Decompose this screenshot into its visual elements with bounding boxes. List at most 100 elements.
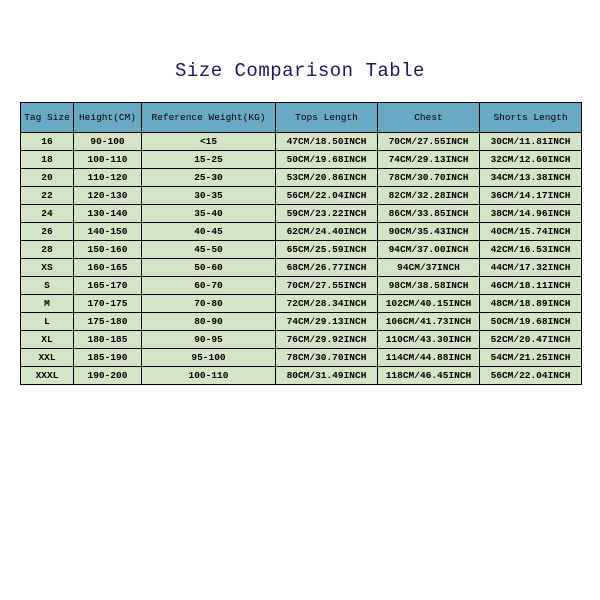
cell-tops_length: 72CM/28.34INCH: [276, 295, 378, 313]
cell-tops_length: 59CM/23.22INCH: [276, 205, 378, 223]
cell-shorts_length: 44CM/17.32INCH: [480, 259, 582, 277]
table-row: 24130-14035-4059CM/23.22INCH86CM/33.85IN…: [21, 205, 582, 223]
cell-ref_weight: 45-50: [142, 241, 276, 259]
cell-chest: 114CM/44.88INCH: [378, 349, 480, 367]
table-row: L175-18080-9074CM/29.13INCH106CM/41.73IN…: [21, 313, 582, 331]
cell-tag_size: L: [21, 313, 74, 331]
cell-tag_size: 24: [21, 205, 74, 223]
cell-ref_weight: 35-40: [142, 205, 276, 223]
col-header-chest: Chest: [378, 103, 480, 133]
cell-height: 150-160: [74, 241, 142, 259]
cell-ref_weight: 40-45: [142, 223, 276, 241]
table-row: XXXL190-200100-11080CM/31.49INCH118CM/46…: [21, 367, 582, 385]
cell-shorts_length: 32CM/12.60INCH: [480, 151, 582, 169]
cell-tops_length: 50CM/19.68INCH: [276, 151, 378, 169]
table-row: 1690-100<1547CM/18.50INCH70CM/27.55INCH3…: [21, 133, 582, 151]
cell-chest: 74CM/29.13INCH: [378, 151, 480, 169]
cell-height: 185-190: [74, 349, 142, 367]
table-row: S165-17060-7070CM/27.55INCH98CM/38.58INC…: [21, 277, 582, 295]
cell-height: 100-110: [74, 151, 142, 169]
cell-chest: 86CM/33.85INCH: [378, 205, 480, 223]
size-comparison-table: Tag SizeHeight(CM)Reference Weight(KG)To…: [20, 102, 582, 385]
col-header-tag_size: Tag Size: [21, 103, 74, 133]
cell-shorts_length: 36CM/14.17INCH: [480, 187, 582, 205]
cell-tag_size: XXXL: [21, 367, 74, 385]
page-title: Size Comparison Table: [0, 0, 600, 102]
cell-tag_size: XS: [21, 259, 74, 277]
cell-tops_length: 70CM/27.55INCH: [276, 277, 378, 295]
table-row: 20110-12025-3053CM/20.86INCH78CM/30.70IN…: [21, 169, 582, 187]
cell-height: 90-100: [74, 133, 142, 151]
cell-height: 175-180: [74, 313, 142, 331]
cell-ref_weight: 90-95: [142, 331, 276, 349]
cell-shorts_length: 34CM/13.38INCH: [480, 169, 582, 187]
cell-height: 190-200: [74, 367, 142, 385]
cell-tops_length: 62CM/24.40INCH: [276, 223, 378, 241]
cell-tops_length: 47CM/18.50INCH: [276, 133, 378, 151]
cell-tops_length: 74CM/29.13INCH: [276, 313, 378, 331]
cell-shorts_length: 40CM/15.74INCH: [480, 223, 582, 241]
cell-chest: 78CM/30.70INCH: [378, 169, 480, 187]
table-row: XL180-18590-9576CM/29.92INCH110CM/43.30I…: [21, 331, 582, 349]
table-row: XS160-16550-6068CM/26.77INCH94CM/37INCH4…: [21, 259, 582, 277]
cell-tops_length: 53CM/20.86INCH: [276, 169, 378, 187]
cell-height: 130-140: [74, 205, 142, 223]
cell-ref_weight: 25-30: [142, 169, 276, 187]
cell-shorts_length: 54CM/21.25INCH: [480, 349, 582, 367]
cell-shorts_length: 48CM/18.89INCH: [480, 295, 582, 313]
cell-chest: 110CM/43.30INCH: [378, 331, 480, 349]
cell-shorts_length: 46CM/18.11INCH: [480, 277, 582, 295]
cell-tops_length: 76CM/29.92INCH: [276, 331, 378, 349]
cell-height: 140-150: [74, 223, 142, 241]
cell-height: 165-170: [74, 277, 142, 295]
cell-tops_length: 78CM/30.70INCH: [276, 349, 378, 367]
cell-chest: 90CM/35.43INCH: [378, 223, 480, 241]
table-row: 18100-11015-2550CM/19.68INCH74CM/29.13IN…: [21, 151, 582, 169]
cell-ref_weight: 60-70: [142, 277, 276, 295]
table-row: 26140-15040-4562CM/24.40INCH90CM/35.43IN…: [21, 223, 582, 241]
cell-chest: 102CM/40.15INCH: [378, 295, 480, 313]
cell-shorts_length: 52CM/20.47INCH: [480, 331, 582, 349]
cell-tag_size: M: [21, 295, 74, 313]
cell-tag_size: 28: [21, 241, 74, 259]
cell-tops_length: 68CM/26.77INCH: [276, 259, 378, 277]
col-header-tops_length: Tops Length: [276, 103, 378, 133]
cell-tops_length: 80CM/31.49INCH: [276, 367, 378, 385]
table-row: XXL185-19095-10078CM/30.70INCH114CM/44.8…: [21, 349, 582, 367]
table-row: M170-17570-8072CM/28.34INCH102CM/40.15IN…: [21, 295, 582, 313]
cell-height: 180-185: [74, 331, 142, 349]
cell-shorts_length: 50CM/19.68INCH: [480, 313, 582, 331]
cell-shorts_length: 42CM/16.53INCH: [480, 241, 582, 259]
cell-height: 160-165: [74, 259, 142, 277]
table-row: 22120-13030-3556CM/22.04INCH82CM/32.28IN…: [21, 187, 582, 205]
cell-ref_weight: 15-25: [142, 151, 276, 169]
cell-ref_weight: 70-80: [142, 295, 276, 313]
cell-tag_size: 26: [21, 223, 74, 241]
table-header-row: Tag SizeHeight(CM)Reference Weight(KG)To…: [21, 103, 582, 133]
cell-height: 170-175: [74, 295, 142, 313]
table-row: 28150-16045-5065CM/25.59INCH94CM/37.00IN…: [21, 241, 582, 259]
cell-tag_size: XL: [21, 331, 74, 349]
cell-ref_weight: 100-110: [142, 367, 276, 385]
cell-ref_weight: 95-100: [142, 349, 276, 367]
cell-chest: 98CM/38.58INCH: [378, 277, 480, 295]
cell-shorts_length: 30CM/11.81INCH: [480, 133, 582, 151]
cell-chest: 94CM/37INCH: [378, 259, 480, 277]
cell-chest: 118CM/46.45INCH: [378, 367, 480, 385]
cell-ref_weight: 30-35: [142, 187, 276, 205]
cell-tag_size: 16: [21, 133, 74, 151]
col-header-ref_weight: Reference Weight(KG): [142, 103, 276, 133]
cell-tops_length: 65CM/25.59INCH: [276, 241, 378, 259]
cell-tag_size: 18: [21, 151, 74, 169]
cell-ref_weight: <15: [142, 133, 276, 151]
cell-tag_size: 22: [21, 187, 74, 205]
cell-chest: 106CM/41.73INCH: [378, 313, 480, 331]
cell-chest: 94CM/37.00INCH: [378, 241, 480, 259]
cell-ref_weight: 80-90: [142, 313, 276, 331]
cell-shorts_length: 56CM/22.04INCH: [480, 367, 582, 385]
size-table-container: Tag SizeHeight(CM)Reference Weight(KG)To…: [20, 102, 580, 385]
cell-tag_size: S: [21, 277, 74, 295]
cell-tag_size: XXL: [21, 349, 74, 367]
cell-shorts_length: 38CM/14.96INCH: [480, 205, 582, 223]
cell-ref_weight: 50-60: [142, 259, 276, 277]
